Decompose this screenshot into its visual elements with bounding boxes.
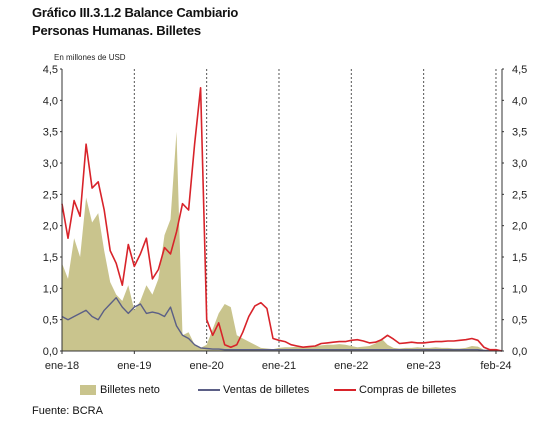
- y-tick-left-8: 4,0: [43, 95, 58, 107]
- legend-label-ventas: Ventas de billetes: [223, 384, 310, 396]
- x-tick-label-1: ene-19: [117, 360, 151, 372]
- chart-subtitle: Personas Humanas. Billetes: [32, 23, 201, 38]
- unit-label: En millones de USD: [54, 53, 126, 62]
- y-tick-right-3: 1,5: [512, 252, 527, 264]
- series-ventas-line: [61, 297, 503, 352]
- y-tick-left-6: 3,0: [43, 158, 58, 170]
- x-tick-label-6: feb-24: [480, 360, 511, 372]
- legend-swatch-compras: [334, 389, 356, 391]
- y-tick-left-0: 0,0: [43, 346, 58, 358]
- y-tick-left-1: 0,5: [43, 315, 58, 327]
- chart-axes: En millones de USD 0,0 0,0 0,5 0,5 1,0 1,0 1,5 1…: [43, 53, 528, 372]
- y-tick-right-2: 1,0: [512, 283, 527, 295]
- legend-label-billetes-neto: Billetes neto: [100, 384, 160, 396]
- legend-swatch-billetes-neto: [80, 385, 96, 395]
- y-tick-left-7: 3,5: [43, 127, 58, 139]
- series-lines-layer: [61, 87, 503, 352]
- y-tick-right-5: 2,5: [512, 189, 527, 201]
- y-tick-right-9: 4,5: [512, 64, 527, 76]
- series-compras-line: [61, 87, 503, 352]
- x-tick-label-5: ene-23: [407, 360, 441, 372]
- chart-grid: [133, 69, 497, 351]
- y-tick-left-9: 4,5: [43, 64, 58, 76]
- y-tick-right-7: 3,5: [512, 127, 527, 139]
- chart-legend: Billetes neto Ventas de billetes Compras…: [0, 384, 559, 400]
- x-tick-label-0: ene-18: [45, 360, 79, 372]
- y-tick-left-2: 1,0: [43, 283, 58, 295]
- y-tick-left-3: 1,5: [43, 252, 58, 264]
- legend-label-compras: Compras de billetes: [359, 384, 457, 396]
- y-tick-right-1: 0,5: [512, 315, 527, 327]
- y-tick-right-8: 4,0: [512, 95, 527, 107]
- y-tick-right-6: 3,0: [512, 158, 527, 170]
- x-tick-label-4: ene-22: [334, 360, 368, 372]
- x-tick-label-2: ene-20: [190, 360, 224, 372]
- legend-item-billetes-neto: Billetes neto: [80, 384, 160, 396]
- chart-canvas: En millones de USD 0,0 0,0 0,5 0,5 1,0 1,0 1,5 1…: [43, 53, 528, 372]
- chart-title: Gráfico III.3.1.2 Balance Cambiario: [32, 5, 239, 20]
- y-tick-left-4: 2,0: [43, 221, 58, 233]
- y-tick-right-4: 2,0: [512, 221, 527, 233]
- billetes-neto-area-layer: [62, 131, 502, 351]
- legend-item-compras: Compras de billetes: [334, 384, 456, 396]
- legend-swatch-ventas: [198, 389, 220, 391]
- series-billetes-neto-area: [62, 131, 502, 351]
- y-tick-right-0: 0,0: [512, 346, 527, 358]
- legend-item-ventas: Ventas de billetes: [198, 384, 309, 396]
- chart-source: Fuente: BCRA: [32, 405, 103, 417]
- y-tick-left-5: 2,5: [43, 189, 58, 201]
- x-tick-label-3: ene-21: [262, 360, 296, 372]
